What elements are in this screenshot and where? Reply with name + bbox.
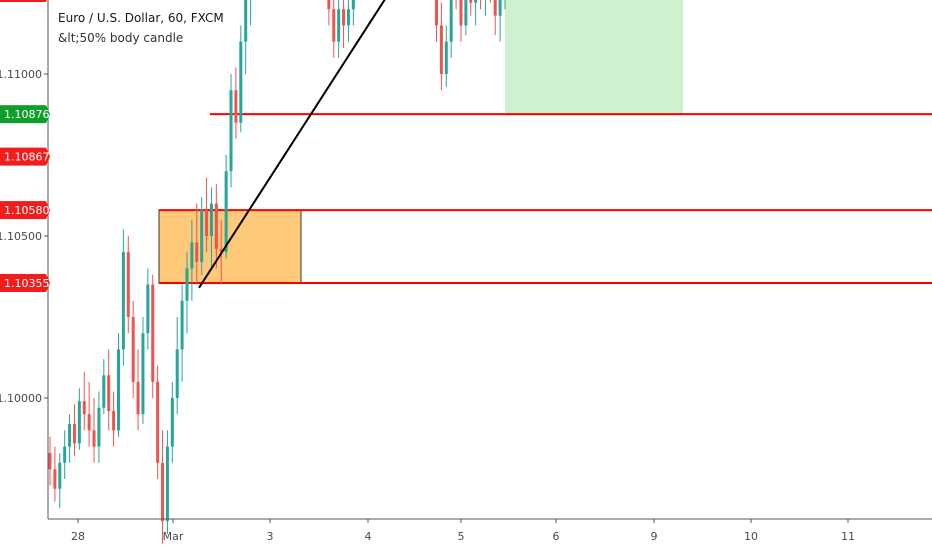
x-tick-label: 4	[365, 530, 372, 543]
zones-layer	[158, 0, 683, 284]
candle-body	[102, 375, 106, 408]
price-tag-label: 1.10867	[4, 151, 50, 164]
candle-body	[444, 41, 448, 74]
y-tick-label: 1.10500	[0, 230, 42, 243]
candle-body	[63, 446, 67, 463]
candle-body	[58, 462, 62, 489]
candle-body	[229, 90, 233, 172]
candle-body	[48, 453, 52, 470]
candle-body	[337, 9, 341, 42]
x-tick-label: 9	[651, 530, 658, 543]
candle-body	[185, 268, 189, 301]
candle-body	[121, 252, 125, 350]
trend-line	[198, 0, 386, 289]
candle-body	[327, 0, 331, 10]
price-tag-pointer	[46, 201, 50, 220]
price-tag-label: 1.10355	[4, 277, 50, 290]
candle-body	[459, 0, 463, 26]
candle-body	[214, 203, 218, 249]
price-tag-pointer	[46, 0, 47, 2]
candle-body	[92, 430, 96, 447]
candle-body	[97, 407, 101, 447]
candle-body	[161, 462, 165, 522]
price-tag-pointer	[46, 105, 50, 124]
candle-body	[435, 0, 439, 26]
candle-body	[469, 0, 473, 3]
candle-body	[439, 25, 443, 74]
candles-layer	[48, 0, 506, 544]
candle-body	[116, 349, 120, 431]
price-tag-label: 1.10876	[4, 108, 50, 121]
candle-body	[200, 210, 204, 262]
candle-body	[165, 446, 169, 522]
candle-body	[219, 248, 223, 253]
candle-body	[107, 375, 111, 411]
candle-body	[209, 203, 213, 236]
candle-body	[72, 423, 76, 444]
price-tag-label: 1.10580	[4, 204, 50, 217]
candle-body	[346, 9, 350, 26]
candle-body	[332, 9, 336, 42]
candle-body	[87, 414, 91, 431]
candle-body	[68, 423, 72, 447]
candle-body	[195, 242, 199, 262]
candle-body	[112, 410, 116, 431]
candle-body	[151, 284, 155, 382]
x-tick-label: 28	[71, 530, 85, 543]
candle-body	[146, 284, 150, 334]
price-tag	[0, 201, 46, 220]
price-tag	[0, 273, 46, 292]
price-tag-pointer	[46, 273, 50, 292]
y-tick-label: 1.10000	[0, 392, 42, 405]
candle-body	[205, 210, 209, 236]
demand-zone	[158, 209, 302, 284]
x-tick-label: 10	[744, 530, 758, 543]
candle-body	[224, 171, 228, 253]
x-tick-label: 11	[841, 530, 855, 543]
candle-body	[351, 0, 355, 10]
candle-body	[156, 381, 160, 463]
candle-body	[53, 469, 57, 489]
indicator-label: &lt;50% body candle	[58, 31, 184, 45]
candle-body	[342, 9, 346, 26]
candle-body	[239, 41, 243, 123]
x-tick-label: 6	[553, 530, 560, 543]
price-tag-pointer	[46, 147, 50, 166]
candle-body	[449, 0, 453, 42]
candle-body	[126, 252, 130, 317]
x-tick-label: Mar	[163, 530, 184, 543]
candle-body	[180, 300, 184, 350]
candle-body	[82, 401, 86, 415]
candle-body	[136, 381, 140, 415]
candle-body	[77, 401, 81, 444]
candle-body	[234, 90, 238, 123]
candle-body	[141, 333, 145, 415]
price-tag	[0, 105, 46, 124]
x-tick-label: 5	[458, 530, 465, 543]
candle-body	[131, 317, 135, 382]
candle-body	[464, 0, 468, 26]
take-profit-zone	[505, 0, 683, 115]
levels-layer	[159, 113, 932, 284]
candle-body	[190, 242, 194, 269]
price-tag	[0, 147, 46, 166]
candle-body	[474, 0, 478, 3]
candle-body	[175, 349, 179, 398]
overlay-layer	[198, 0, 386, 289]
y-tick-label: 1.11000	[0, 68, 42, 81]
x-tick-label: 3	[267, 530, 274, 543]
candle-body	[244, 0, 248, 42]
candle-body	[170, 398, 174, 447]
chart-title: Euro / U.S. Dollar, 60, FXCM	[58, 11, 224, 25]
candle-body	[493, 0, 497, 16]
price-tags-layer: 1.121251.119211.117501.1165805:011.11580…	[0, 0, 50, 292]
candle-body	[498, 0, 502, 16]
price-tag	[0, 0, 46, 2]
